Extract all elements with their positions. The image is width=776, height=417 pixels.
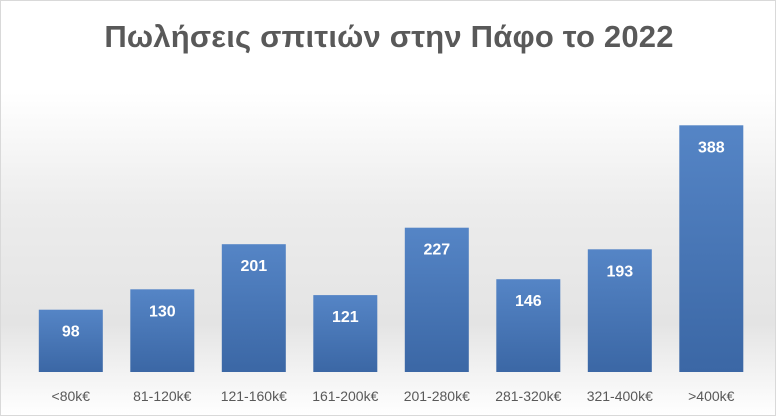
- bar-0: [38, 309, 103, 372]
- x-tick-label-0: <80k€: [52, 388, 91, 404]
- data-label-7: 388: [698, 139, 725, 156]
- x-tick-label-7: >400k€: [688, 388, 735, 404]
- bar-5: [496, 279, 561, 372]
- bar-2: [221, 244, 286, 372]
- x-tick-label-1: 81-120k€: [133, 388, 192, 404]
- bar-7: [679, 125, 744, 372]
- x-tick-label-2: 121-160k€: [221, 388, 287, 404]
- x-tick-label-5: 281-320k€: [495, 388, 561, 404]
- x-tick-label-4: 201-280k€: [404, 388, 470, 404]
- data-label-0: 98: [62, 324, 80, 341]
- data-label-1: 130: [149, 303, 176, 320]
- data-label-6: 193: [606, 263, 633, 280]
- bar-6: [587, 249, 652, 372]
- chart-title: Πωλήσεις σπιτιών στην Πάφο το 2022: [104, 19, 674, 54]
- x-tick-label-3: 161-200k€: [312, 388, 378, 404]
- data-label-2: 201: [240, 258, 267, 275]
- x-tick-label-6: 321-400k€: [587, 388, 653, 404]
- data-label-5: 146: [515, 293, 542, 310]
- bar-1: [130, 289, 195, 372]
- data-label-3: 121: [332, 309, 359, 326]
- bar-4: [404, 227, 469, 372]
- bar-3: [313, 295, 378, 372]
- data-label-4: 227: [423, 242, 450, 259]
